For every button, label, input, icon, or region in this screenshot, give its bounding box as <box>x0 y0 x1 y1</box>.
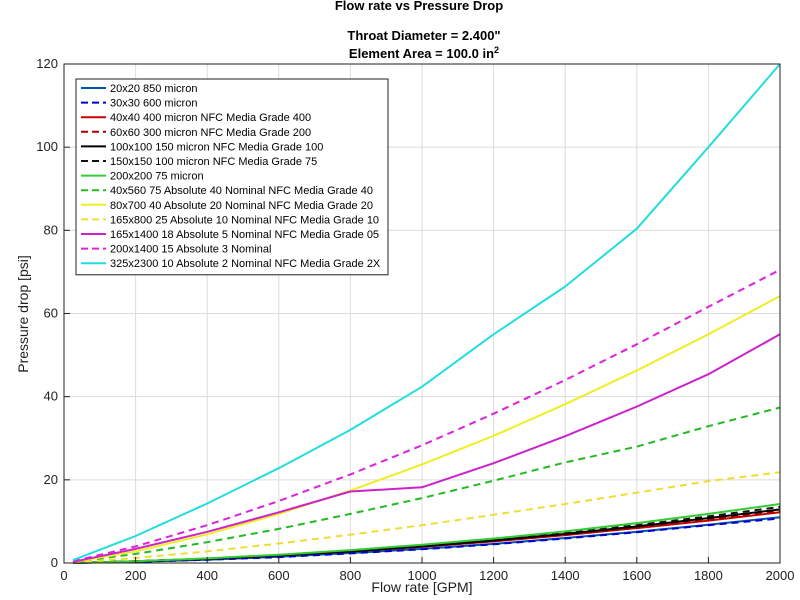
chart-subtitle-area: Element Area = 100.0 in2 <box>349 45 499 61</box>
legend-label-2: 30x30 600 micron <box>110 98 197 110</box>
x-tick-label: 400 <box>196 568 218 583</box>
legend-label-13: 325x2300 10 Absolute 2 Nominal NFC Media… <box>110 258 381 270</box>
chart-subtitle-area-sup: 2 <box>494 45 499 55</box>
series-line-12 <box>72 268 781 563</box>
legend-box <box>75 78 389 276</box>
legend-label-6: 150x150 100 micron NFC Media Grade 75 <box>110 156 317 168</box>
y-tick-label: 0 <box>51 555 58 570</box>
x-tick-label: 200 <box>125 568 147 583</box>
legend-label-9: 80x700 40 Absolute 20 Nominal NFC Media … <box>110 200 373 212</box>
x-tick-label: 2000 <box>766 568 795 583</box>
legend-label-12: 200x1400 15 Absolute 3 Nominal <box>110 244 271 256</box>
y-tick-label: 60 <box>44 306 58 321</box>
legend-label-7: 200x200 75 micron <box>110 171 204 183</box>
series-line-8 <box>72 406 781 564</box>
y-tick-label: 100 <box>36 139 58 154</box>
chart-subtitle-throat: Throat Diameter = 2.400" <box>347 28 500 43</box>
legend-label-3: 40x40 400 micron NFC Media Grade 400 <box>110 112 311 124</box>
x-tick-label: 800 <box>340 568 362 583</box>
legend-label-10: 165x800 25 Absolute 10 Nominal NFC Media… <box>110 214 379 226</box>
chart-title: Flow rate vs Pressure Drop <box>335 0 503 13</box>
x-axis: 0 200 400 600 800 1000 1200 1400 1600 1800 2000 <box>60 557 794 583</box>
legend-label-11: 165x1400 18 Absolute 5 Nominal NFC Media… <box>110 229 379 241</box>
series-line-10 <box>72 471 781 564</box>
y-tick-label: 80 <box>44 222 58 237</box>
legend-label-8: 40x560 75 Absolute 40 Nominal NFC Media … <box>110 185 373 197</box>
y-axis-label: Pressure drop [psi] <box>15 255 31 373</box>
y-tick-label: 120 <box>36 56 58 71</box>
legend-label-1: 20x20 850 micron <box>110 83 197 95</box>
x-tick-label: 1800 <box>694 568 723 583</box>
x-tick-label: 1400 <box>551 568 580 583</box>
y-axis: 0 20 40 60 80 100 120 <box>36 56 70 570</box>
legend-label-4: 60x60 300 micron NFC Media Grade 200 <box>110 127 311 139</box>
x-axis-label: Flow rate [GPM] <box>371 579 472 595</box>
series-line-11 <box>72 333 781 563</box>
series-layer <box>72 63 781 564</box>
x-tick-label: 1200 <box>479 568 508 583</box>
x-tick-label: 1000 <box>408 568 437 583</box>
x-tick-label: 600 <box>268 568 290 583</box>
series-line-7 <box>72 503 781 564</box>
x-tick-label: 1600 <box>622 568 651 583</box>
y-tick-label: 20 <box>44 472 58 487</box>
legend-label-5: 100x100 150 micron NFC Media Grade 100 <box>110 141 323 153</box>
series-line-9 <box>72 295 781 564</box>
legend: 20x20 850 micron 30x30 600 micron 40x40 40… <box>75 78 389 276</box>
series-line-13 <box>72 63 781 562</box>
y-tick-label: 40 <box>44 389 58 404</box>
chart-subtitle-area-text: Element Area = 100.0 in <box>349 46 494 61</box>
x-tick-label: 0 <box>60 568 67 583</box>
